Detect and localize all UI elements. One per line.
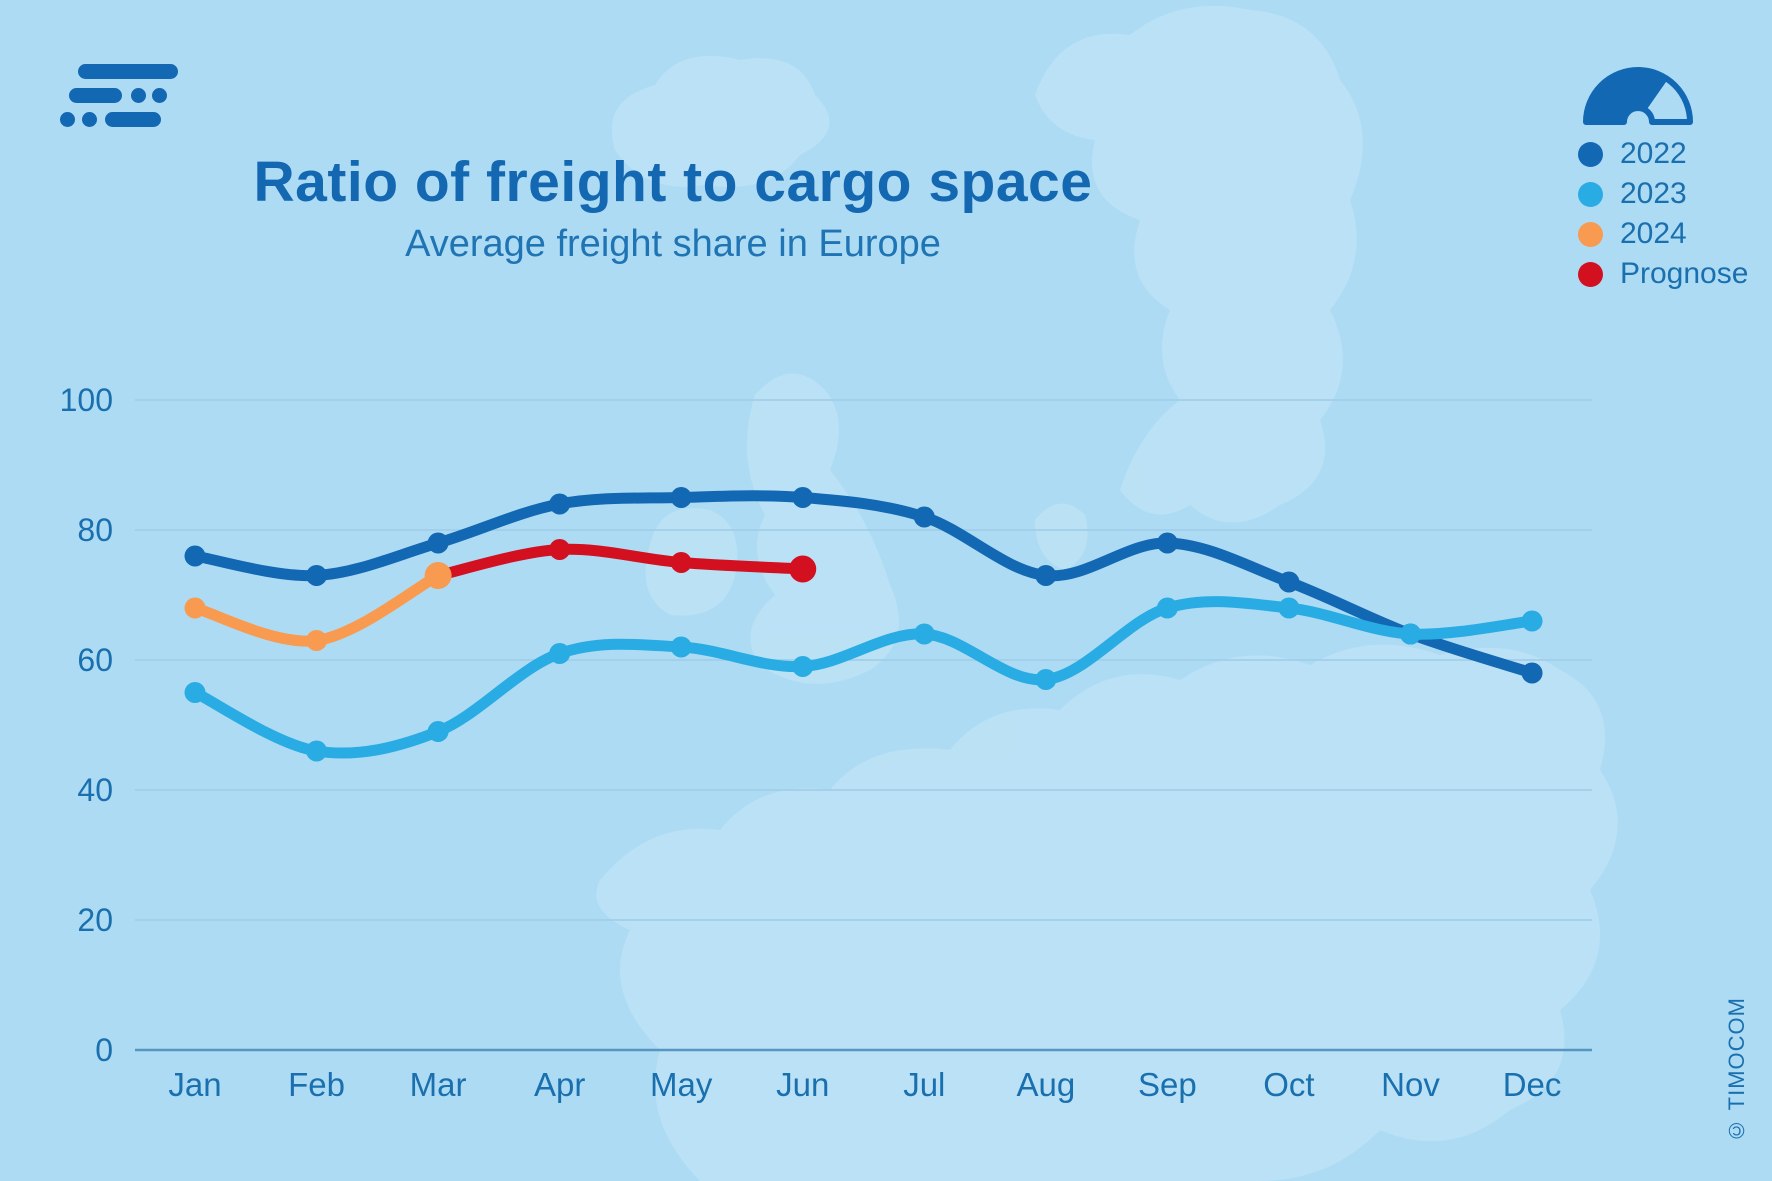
data-point-2022 xyxy=(1156,532,1178,554)
title-block: Ratio of freight to cargo space Average … xyxy=(0,150,1346,267)
page-subtitle: Average freight share in Europe xyxy=(405,222,941,265)
x-tick-label-oct: Oct xyxy=(1263,1066,1314,1103)
copyright-text: © TIMOCOM xyxy=(1724,996,1749,1143)
y-tick-label-60: 60 xyxy=(77,642,113,678)
series-line-2023 xyxy=(189,596,1538,759)
data-point-2022 xyxy=(1521,662,1543,684)
data-point-2023 xyxy=(1156,597,1178,619)
legend-dot-icon xyxy=(1578,261,1603,287)
legend-dot-icon xyxy=(1578,181,1603,207)
series-line-2022 xyxy=(189,490,1538,679)
legend-dot-icon xyxy=(1578,141,1603,167)
data-point-2022 xyxy=(1278,571,1300,593)
data-point-2023 xyxy=(792,656,814,677)
data-point-2022 xyxy=(306,565,328,586)
y-tick-label-0: 0 xyxy=(95,1032,113,1068)
data-point-2023 xyxy=(1035,669,1057,690)
data-point-2023 xyxy=(549,643,571,664)
data-point-2024 xyxy=(424,562,452,589)
legend-dot-icon xyxy=(1578,221,1603,247)
legend-item-2023: 2023 xyxy=(1578,177,1748,210)
data-point-prognose xyxy=(670,552,692,573)
data-point-2022 xyxy=(427,532,449,554)
x-tick-label-jul: Jul xyxy=(903,1066,945,1103)
data-point-2022 xyxy=(792,487,814,508)
legend-label: 2023 xyxy=(1620,177,1687,210)
gauge-icon xyxy=(1583,67,1693,125)
data-point-2023 xyxy=(1278,597,1300,619)
y-tick-label-20: 20 xyxy=(77,902,113,938)
data-point-2022 xyxy=(1035,565,1057,586)
y-tick-label-100: 100 xyxy=(60,382,113,418)
data-point-2022 xyxy=(184,545,206,567)
data-point-2023 xyxy=(427,721,449,742)
legend-label: Prognose xyxy=(1620,257,1749,290)
data-point-2023 xyxy=(1521,610,1543,632)
x-tick-label-jun: Jun xyxy=(776,1066,829,1103)
x-tick-label-apr: Apr xyxy=(534,1066,585,1103)
data-point-2023 xyxy=(1400,623,1421,645)
data-point-2023 xyxy=(913,623,935,645)
legend-item-prognose: Prognose xyxy=(1578,257,1748,290)
data-point-prognose xyxy=(549,539,571,560)
y-tick-label-80: 80 xyxy=(77,512,113,548)
x-tick-label-mar: Mar xyxy=(410,1066,467,1103)
data-point-prognose xyxy=(789,555,817,583)
series-line-prognose xyxy=(432,543,809,581)
data-point-2023 xyxy=(184,682,206,703)
data-point-2022 xyxy=(670,487,692,508)
x-tick-label-nov: Nov xyxy=(1381,1066,1440,1103)
data-point-2022 xyxy=(913,506,935,528)
page-title: Ratio of freight to cargo space xyxy=(253,150,1093,214)
x-tick-label-aug: Aug xyxy=(1016,1066,1075,1103)
x-tick-label-dec: Dec xyxy=(1503,1066,1562,1103)
y-tick-label-40: 40 xyxy=(77,772,113,808)
timocom-logo xyxy=(60,64,178,127)
x-tick-label-may: May xyxy=(650,1066,713,1103)
data-point-2024 xyxy=(306,630,328,651)
x-tick-label-sep: Sep xyxy=(1138,1066,1197,1103)
chart-legend: 2022 2023 2024 Prognose xyxy=(1578,137,1748,301)
data-point-2023 xyxy=(306,740,328,762)
legend-item-2024: 2024 xyxy=(1578,217,1748,250)
x-tick-label-jan: Jan xyxy=(168,1066,221,1103)
data-point-2022 xyxy=(549,493,571,515)
x-tick-label-feb: Feb xyxy=(288,1066,345,1103)
legend-item-2022: 2022 xyxy=(1578,137,1748,170)
legend-label: 2024 xyxy=(1620,217,1687,250)
data-point-2024 xyxy=(184,597,206,619)
data-point-2023 xyxy=(670,636,692,658)
legend-label: 2022 xyxy=(1620,137,1687,170)
